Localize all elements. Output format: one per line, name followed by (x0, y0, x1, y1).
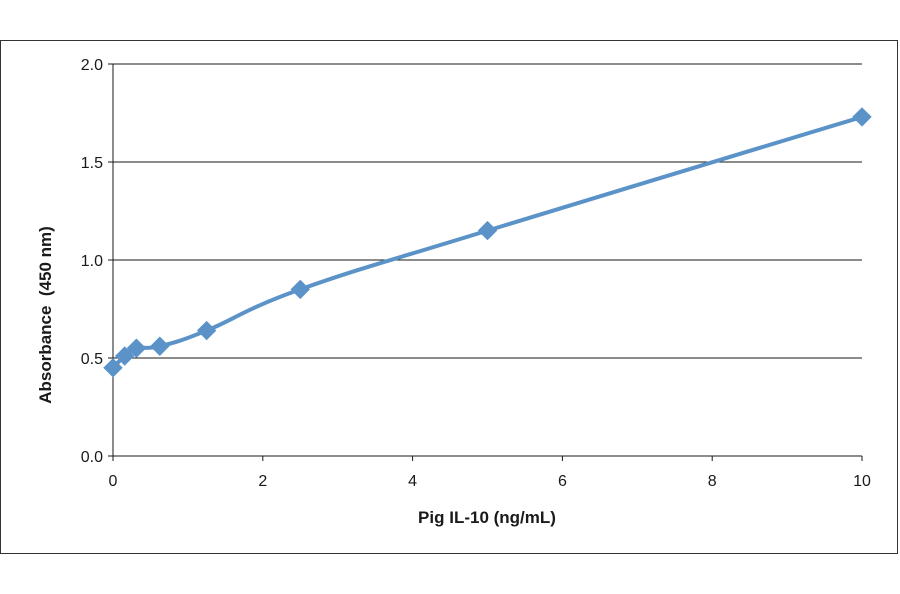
x-tick-label: 0 (109, 473, 118, 490)
series-layer (103, 107, 872, 378)
x-tick-label: 4 (408, 473, 417, 490)
gridlines (113, 63, 862, 359)
y-tick-label: 1.0 (81, 253, 103, 270)
data-point-marker (290, 279, 310, 300)
series-line-0 (111, 114, 864, 370)
data-point-marker (150, 336, 170, 356)
data-point-marker (196, 320, 217, 341)
y-tick-label: 2.0 (81, 57, 103, 74)
x-tick-label: 2 (258, 473, 267, 490)
data-point-marker (126, 338, 147, 358)
x-tick-label: 8 (708, 473, 717, 490)
y-tick-label: 1.5 (81, 155, 103, 172)
y-tick-label: 0.5 (81, 351, 103, 368)
axes: 0.0 0.5 1.0 1.5 2.0 0 2 4 6 8 10 (81, 57, 871, 490)
data-point-marker (114, 346, 135, 366)
x-axis-label: Pig IL-10 (ng/mL) (418, 508, 556, 527)
chart-frame (0, 40, 898, 554)
y-tick-label: 0.0 (81, 449, 103, 466)
data-point-marker (477, 220, 498, 241)
data-point-marker (103, 358, 123, 378)
y-axis-label: Absorbance (450 nm) (36, 226, 55, 404)
x-tick-label: 10 (853, 473, 871, 490)
data-point-marker (852, 107, 872, 127)
x-tick-label: 6 (558, 473, 567, 490)
